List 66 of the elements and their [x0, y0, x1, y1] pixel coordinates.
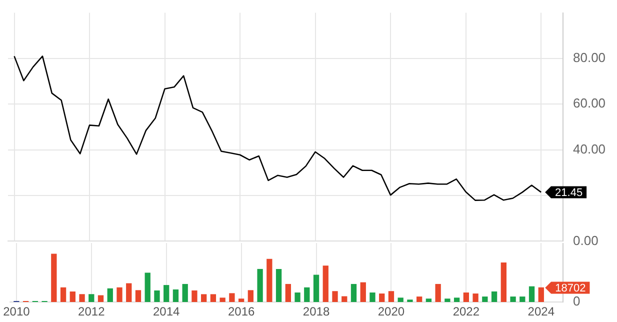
- x-tick-label: 2010: [3, 304, 30, 319]
- bar: [79, 294, 85, 302]
- x-tick-label: 2016: [228, 304, 255, 319]
- bar: [350, 284, 357, 302]
- bar: [472, 294, 478, 302]
- bar: [51, 254, 57, 302]
- bar: [192, 290, 198, 302]
- bar: [164, 285, 170, 302]
- bar: [98, 295, 104, 302]
- bar: [463, 292, 470, 302]
- bar: [126, 283, 132, 302]
- bar: [370, 292, 376, 302]
- bar: [116, 287, 122, 302]
- bar: [210, 294, 216, 302]
- bar: [70, 291, 76, 302]
- x-tick-label: 2018: [302, 304, 330, 319]
- bar: [444, 298, 450, 302]
- bar: [342, 296, 348, 302]
- bar: [285, 284, 291, 302]
- bar: [135, 290, 142, 302]
- y-tick-label: 80.00: [573, 50, 606, 66]
- x-tick-label: 2024: [528, 304, 555, 319]
- bar: [172, 289, 179, 302]
- bar: [379, 294, 385, 302]
- bar: [416, 296, 422, 302]
- y-tick-label: 60.00: [573, 96, 606, 111]
- bar: [426, 298, 432, 302]
- bar: [229, 293, 235, 302]
- bar: [491, 291, 498, 302]
- bar: [388, 291, 394, 302]
- bar: [276, 268, 282, 302]
- bar: [294, 292, 300, 302]
- bar: [182, 284, 188, 302]
- bar: [60, 287, 66, 302]
- bar: [266, 258, 272, 302]
- x-tick-label: 2012: [78, 304, 106, 319]
- x-tick-label: 2022: [452, 304, 480, 319]
- bar: [322, 266, 328, 302]
- y-tick-label: 0.00: [573, 232, 598, 248]
- bar: [313, 274, 320, 302]
- bar: [154, 290, 160, 302]
- bar: [398, 298, 404, 302]
- bar: [201, 294, 207, 302]
- bar: [257, 268, 263, 302]
- bar: [144, 272, 150, 302]
- bar: [304, 287, 310, 302]
- x-tick-label: 2014: [153, 304, 180, 319]
- bar: [482, 296, 488, 302]
- data-label: 21.45: [555, 187, 583, 200]
- bar: [332, 291, 338, 302]
- bar: [510, 296, 516, 302]
- text: 0: [573, 294, 580, 309]
- y-tick-label: 40.00: [573, 141, 606, 156]
- bar: [220, 298, 226, 302]
- annotation: 18702: [555, 282, 586, 295]
- bar: [520, 296, 526, 302]
- bar: [500, 262, 506, 302]
- bar: [435, 284, 441, 302]
- bar: [528, 286, 535, 302]
- x-tick-label: 2020: [378, 304, 405, 319]
- bar: [360, 282, 366, 302]
- bar: [238, 298, 244, 302]
- bar: [88, 294, 94, 302]
- bar: [248, 290, 254, 302]
- bar: [454, 298, 460, 302]
- bar: [107, 288, 113, 302]
